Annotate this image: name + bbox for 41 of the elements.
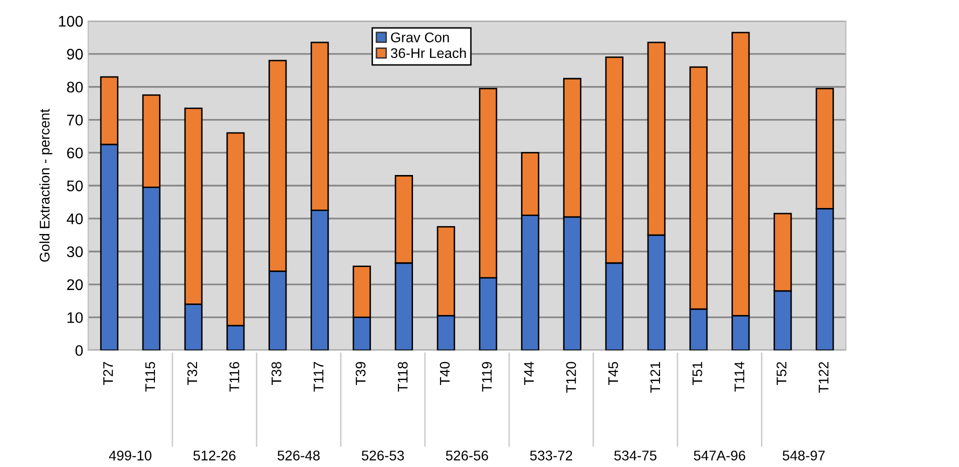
x-tick-label: T115	[145, 362, 156, 392]
text: 499-10	[109, 450, 152, 460]
x-tick-label: T119	[482, 362, 492, 392]
y-tick-label: 90	[67, 48, 83, 60]
x-tick-label: T121	[650, 362, 660, 393]
text: 533-72	[530, 450, 572, 460]
y-tick-label: 60	[67, 148, 83, 158]
x-tick-label: T44	[524, 362, 534, 385]
y-tick-label: 10	[68, 312, 83, 324]
x-tick-label: T114	[734, 362, 744, 392]
text: 512-26	[193, 450, 236, 460]
text: 547A-96	[694, 450, 746, 460]
x-tick-label: T38	[272, 362, 282, 385]
y-tick-label: 30	[66, 246, 83, 258]
y-tick-label: 100	[59, 16, 83, 27]
x-tick-label: T40	[440, 362, 450, 385]
x-tick-label: T51	[692, 362, 702, 385]
text: 548-97	[782, 450, 825, 460]
x-tick-label: T122	[818, 362, 828, 393]
x-tick-label: T27	[103, 362, 113, 385]
legend-label: 36-Hr Leach	[390, 48, 466, 58]
x-tick-label: T120	[566, 362, 576, 393]
text: 526-53	[362, 450, 404, 460]
x-tick-label: T118	[398, 362, 408, 392]
y-tick-label: 20	[67, 279, 83, 290]
x-tick-label: T39	[356, 362, 366, 385]
x-tick-label: T117	[314, 362, 324, 392]
y-tick-label: 40	[66, 213, 83, 224]
y-axis-title: Gold Extraction - percent	[39, 108, 52, 262]
text: 534-75	[614, 450, 656, 460]
y-tick-label: 70	[67, 114, 83, 126]
y-tick-label: 50	[66, 180, 83, 192]
legend-label: Grav Con	[391, 32, 449, 42]
text: 526-48	[278, 450, 320, 460]
y-tick-label: 80	[67, 82, 83, 93]
x-tick-label: T32	[187, 362, 198, 385]
text: 526-56	[446, 450, 488, 460]
x-tick-label: T45	[608, 362, 618, 385]
x-tick-label: T52	[776, 362, 786, 385]
x-tick-label: T116	[229, 362, 240, 392]
y-tick-label: 0	[75, 345, 83, 356]
